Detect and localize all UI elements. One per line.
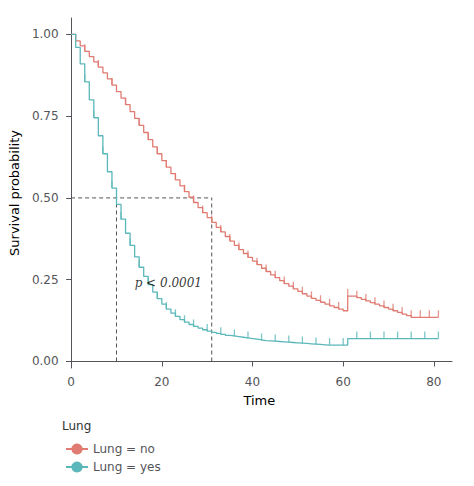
svg-text:Lung: Lung xyxy=(62,419,91,433)
svg-text:20: 20 xyxy=(154,375,169,389)
svg-text:0.50: 0.50 xyxy=(32,191,59,205)
svg-text:Lung = no: Lung = no xyxy=(93,442,155,456)
svg-text:60: 60 xyxy=(336,375,351,389)
svg-text:0.00: 0.00 xyxy=(32,354,59,368)
svg-text:Lung = yes: Lung = yes xyxy=(93,460,161,474)
svg-text:0.25: 0.25 xyxy=(32,273,59,287)
svg-text:0.75: 0.75 xyxy=(32,109,59,123)
svg-text:p < 0.0001: p < 0.0001 xyxy=(135,276,202,290)
svg-text:Time: Time xyxy=(242,393,275,408)
svg-text:Survival probability: Survival probability xyxy=(7,130,22,256)
svg-text:0: 0 xyxy=(67,375,75,389)
svg-text:40: 40 xyxy=(245,375,260,389)
svg-text:80: 80 xyxy=(426,375,441,389)
svg-text:1.00: 1.00 xyxy=(32,27,59,41)
